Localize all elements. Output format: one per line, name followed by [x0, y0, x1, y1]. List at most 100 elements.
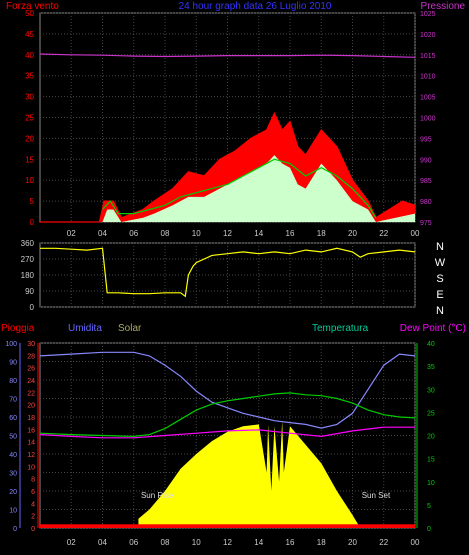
- direction-y-tick: 180: [21, 271, 35, 280]
- temp-y-tick: 25: [427, 410, 435, 417]
- temp-y-tick: 20: [427, 434, 435, 441]
- wind-x-tick: 12: [223, 229, 232, 238]
- wind-x-tick: 06: [129, 229, 138, 238]
- rain-y-tick: 28: [27, 353, 35, 360]
- humidity-y-tick: 70: [9, 397, 17, 404]
- dewpoint-axis-label: Dew Point (°C): [400, 323, 466, 334]
- wind-y-tick-left: 20: [25, 134, 34, 143]
- humidity-y-tick: 80: [9, 378, 17, 385]
- pressure-y-tick-right: 1025: [420, 11, 436, 18]
- avg-wind-series-line: [102, 158, 377, 219]
- climate-x-tick: 00: [411, 538, 420, 547]
- rain-y-tick: 8: [31, 477, 35, 484]
- wind-x-tick: 08: [161, 229, 170, 238]
- climate-x-tick: 08: [161, 538, 170, 547]
- direction-compass-label: E: [436, 289, 443, 301]
- rain-y-tick: 2: [31, 514, 35, 521]
- wind-x-tick: 02: [67, 229, 76, 238]
- pressure-y-tick-right: 975: [420, 220, 432, 227]
- temp-y-tick: 35: [427, 364, 435, 371]
- solar-series-area: [138, 420, 361, 528]
- wind-x-tick: 00: [411, 229, 420, 238]
- climate-x-tick: 12: [223, 538, 232, 547]
- rain-y-tick: 30: [27, 341, 35, 348]
- wind-y-tick-left: 50: [25, 9, 34, 18]
- wind-x-tick: 14: [254, 229, 263, 238]
- humidity-y-tick: 10: [9, 508, 17, 515]
- pressure-y-tick-right: 1005: [420, 95, 436, 102]
- wind-x-tick: 20: [348, 229, 357, 238]
- wind-y-tick-left: 5: [30, 197, 35, 206]
- temp-y-tick: 0: [427, 526, 431, 533]
- wind-y-tick-left: 35: [25, 72, 34, 81]
- humidity-y-tick: 90: [9, 360, 17, 367]
- rain-y-tick: 26: [27, 366, 35, 373]
- wind-y-tick-left: 10: [25, 176, 34, 185]
- rain-y-tick: 24: [27, 378, 35, 385]
- climate-x-tick: 02: [67, 538, 76, 547]
- direction-compass-label: S: [436, 273, 443, 285]
- wind-x-tick: 16: [286, 229, 295, 238]
- wind-chart-title: 24 hour graph data 26 Luglio 2010: [179, 1, 332, 12]
- pressure-y-tick-right: 985: [420, 178, 432, 185]
- pressure-series-line: [39, 53, 416, 58]
- wind-y-tick-left: 25: [25, 114, 34, 123]
- climate-x-tick: 18: [317, 538, 326, 547]
- rain-y-tick: 0: [31, 526, 35, 533]
- wind-y-tick-left: 40: [25, 51, 34, 60]
- pressure-y-tick-right: 980: [420, 199, 432, 206]
- direction-series-line: [40, 247, 416, 298]
- direction-y-tick: 90: [25, 287, 34, 296]
- humidity-y-tick: 40: [9, 452, 17, 459]
- temp-y-tick: 10: [427, 480, 435, 487]
- pressure-y-tick-right: 990: [420, 157, 432, 164]
- pressure-y-tick-right: 1020: [420, 32, 436, 39]
- rain-y-tick: 20: [27, 403, 35, 410]
- climate-x-tick: 20: [348, 538, 357, 547]
- humidity-y-tick: 20: [9, 489, 17, 496]
- rain-y-tick: 4: [31, 501, 35, 508]
- rain-y-tick: 6: [31, 489, 35, 496]
- sunset-annotation: Sun Set: [362, 491, 391, 500]
- direction-y-tick: 0: [30, 303, 35, 312]
- direction-compass-label: N: [436, 305, 444, 317]
- temperature-axis-label: Temperatura: [312, 323, 369, 334]
- dewpoint-series-line: [39, 426, 415, 439]
- rain-y-tick: 18: [27, 415, 35, 422]
- pressure-y-tick-right: 1015: [420, 53, 436, 60]
- wind-x-tick: 04: [98, 229, 107, 238]
- climate-x-tick: 06: [129, 538, 138, 547]
- gust-series-line: [40, 111, 416, 223]
- direction-y-tick: 360: [21, 239, 35, 248]
- wind-y-tick-left: 15: [25, 155, 34, 164]
- wind-x-tick: 10: [192, 229, 201, 238]
- temp-y-tick: 5: [427, 503, 431, 510]
- temperature-series-line: [39, 392, 416, 438]
- humidity-y-tick: 30: [9, 471, 17, 478]
- climate-x-tick: 14: [254, 538, 263, 547]
- climate-x-tick: 10: [192, 538, 201, 547]
- humidity-y-tick: 60: [9, 415, 17, 422]
- rain-axis-label: Pioggia: [1, 323, 35, 334]
- rain-y-tick: 16: [27, 427, 35, 434]
- climate-x-tick: 16: [286, 538, 295, 547]
- temp-y-tick: 40: [427, 341, 435, 348]
- humidity-axis-label: Umidita: [68, 323, 102, 334]
- wind-x-tick: 22: [379, 229, 388, 238]
- humidity-y-tick: 100: [5, 341, 17, 348]
- rain-y-tick: 14: [27, 440, 35, 447]
- direction-compass-label: N: [436, 241, 444, 253]
- wind-axis-label: Forza vento: [6, 1, 59, 12]
- humidity-y-tick: 50: [9, 434, 17, 441]
- sunrise-annotation: Sun Rise: [141, 491, 174, 500]
- wind-y-tick-left: 30: [25, 93, 34, 102]
- wind-series-area: [40, 155, 415, 222]
- wind-x-tick: 18: [317, 229, 326, 238]
- climate-x-tick: 22: [379, 538, 388, 547]
- climate-x-tick: 04: [98, 538, 107, 547]
- rain-series-bar: [40, 524, 415, 528]
- pressure-axis-label: Pressione: [421, 1, 466, 12]
- direction-compass-label: W: [435, 257, 446, 269]
- temp-y-tick: 30: [427, 387, 435, 394]
